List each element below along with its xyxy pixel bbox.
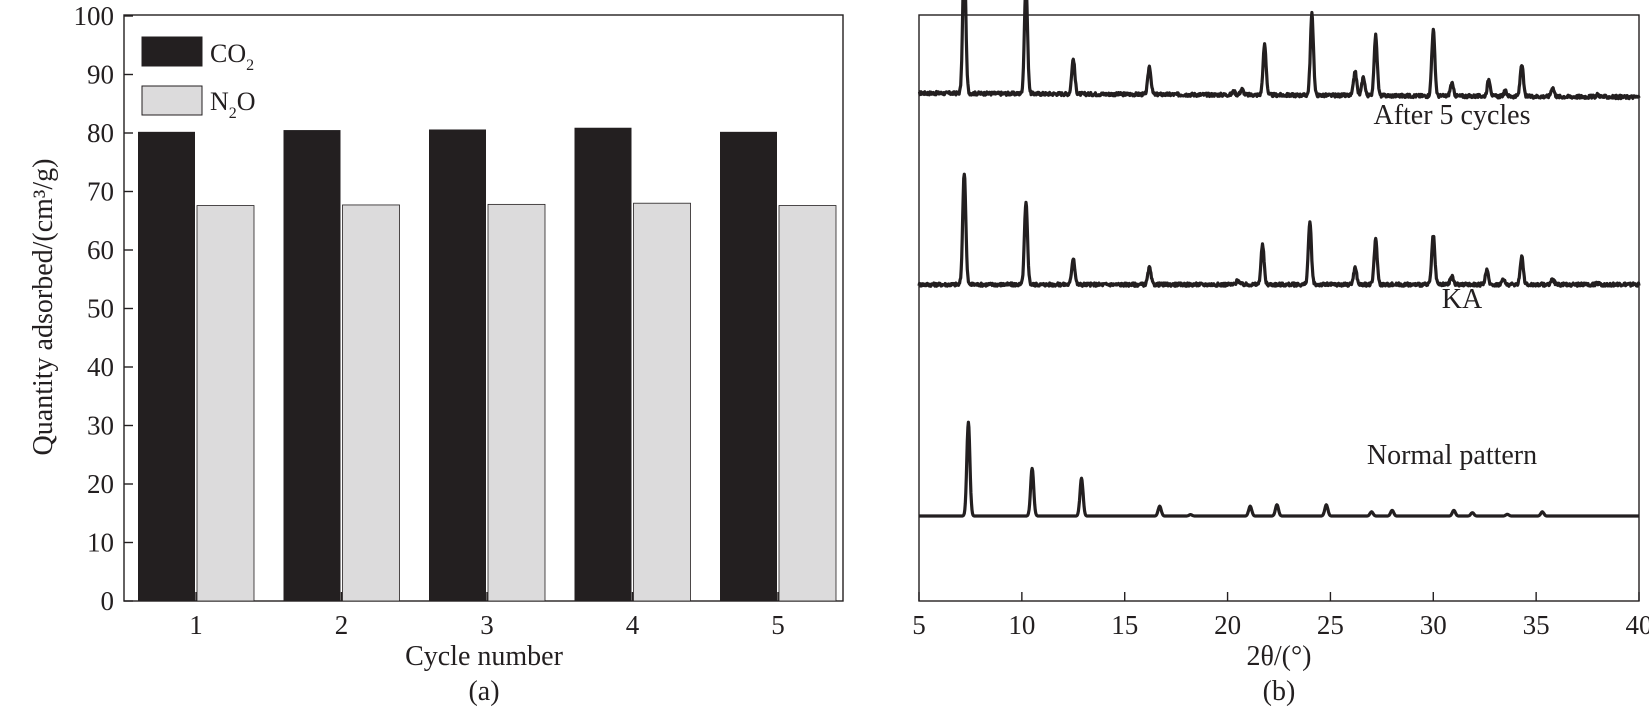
panel-b-patterns <box>917 0 1641 518</box>
pattern-line-ka <box>917 172 1641 288</box>
panel-a-x-ticks: 1 2 3 4 5 <box>189 592 785 640</box>
x-tick-label: 40 <box>1626 610 1649 640</box>
panel-a-caption: (a) <box>468 676 499 707</box>
bar-co2-cycle-3 <box>429 129 486 602</box>
y-tick-label: 40 <box>87 352 114 382</box>
bar-co2-cycle-2 <box>283 130 341 601</box>
y-tick-label: 10 <box>87 528 114 558</box>
bar-n2o-cycle-3 <box>487 203 546 602</box>
panel-b-xrd-chart: 5 10 15 20 25 30 35 40 After 5 cycles KA Normal… <box>912 0 1649 707</box>
panel-b-frame <box>918 14 1640 602</box>
legend-label-co2: CO2 <box>210 39 254 74</box>
x-tick-label: 1 <box>189 610 203 640</box>
x-tick-label: 4 <box>626 610 640 640</box>
bar-co2-cycle-4 <box>574 127 632 602</box>
x-tick-label: 3 <box>480 610 494 640</box>
y-tick-label: 50 <box>87 294 114 324</box>
y-tick-label: 80 <box>87 118 114 148</box>
x-tick-label: 25 <box>1317 610 1344 640</box>
label-ka: KA <box>1442 284 1483 315</box>
legend-label-n2o: N2O <box>210 87 256 122</box>
legend-swatch-co2 <box>141 36 203 67</box>
y-tick-label: 30 <box>87 411 114 441</box>
x-tick-label: 35 <box>1523 610 1550 640</box>
bar-n2o-cycle-2 <box>342 204 400 602</box>
bar-n2o-cycle-4 <box>633 202 691 602</box>
bar-co2-cycle-5 <box>720 131 777 601</box>
x-tick-label: 5 <box>771 610 785 640</box>
bar-n2o-cycle-1 <box>196 205 255 602</box>
panel-a-y-ticks: 0 10 20 30 40 50 60 70 80 90 100 <box>74 1 133 616</box>
label-after-5-cycles: After 5 cycles <box>1373 100 1530 131</box>
x-tick-label: 10 <box>1008 610 1035 640</box>
y-tick-label: 20 <box>87 469 114 499</box>
x-tick-label: 2 <box>335 610 349 640</box>
x-tick-label: 20 <box>1214 610 1241 640</box>
y-tick-label: 0 <box>101 586 115 616</box>
panel-a-bar-chart: 0 10 20 30 40 50 60 70 80 90 100 1 2 3 4 5 CO2 N2O Cyc… <box>28 1 844 707</box>
y-tick-label: 60 <box>87 235 114 265</box>
bar-co2-cycle-1 <box>138 131 195 601</box>
bar-n2o-cycle-5 <box>778 205 837 602</box>
x-tick-label: 30 <box>1420 610 1447 640</box>
x-tick-label: 15 <box>1111 610 1138 640</box>
pattern-line-normal-pattern <box>917 420 1641 518</box>
y-tick-label: 70 <box>87 177 114 207</box>
label-normal-pattern: Normal pattern <box>1367 440 1537 471</box>
panel-b-x-axis-label: 2θ/(°) <box>1246 641 1311 672</box>
pattern-line-after-5-cycles <box>917 0 1641 101</box>
panel-a-legend: CO2 N2O <box>141 36 256 122</box>
panel-b-caption: (b) <box>1263 676 1296 707</box>
y-tick-label: 100 <box>74 1 115 31</box>
y-tick-label: 90 <box>87 60 114 90</box>
panel-b-x-ticks: 5 10 15 20 25 30 35 40 <box>912 592 1649 640</box>
x-tick-label: 5 <box>912 610 926 640</box>
legend-swatch-n2o <box>141 85 203 116</box>
panel-a-x-axis-label: Cycle number <box>405 641 564 672</box>
panel-a-bars <box>138 127 837 602</box>
panel-a-y-axis-label: Quantity adsorbed/(cm³/g) <box>28 159 59 456</box>
